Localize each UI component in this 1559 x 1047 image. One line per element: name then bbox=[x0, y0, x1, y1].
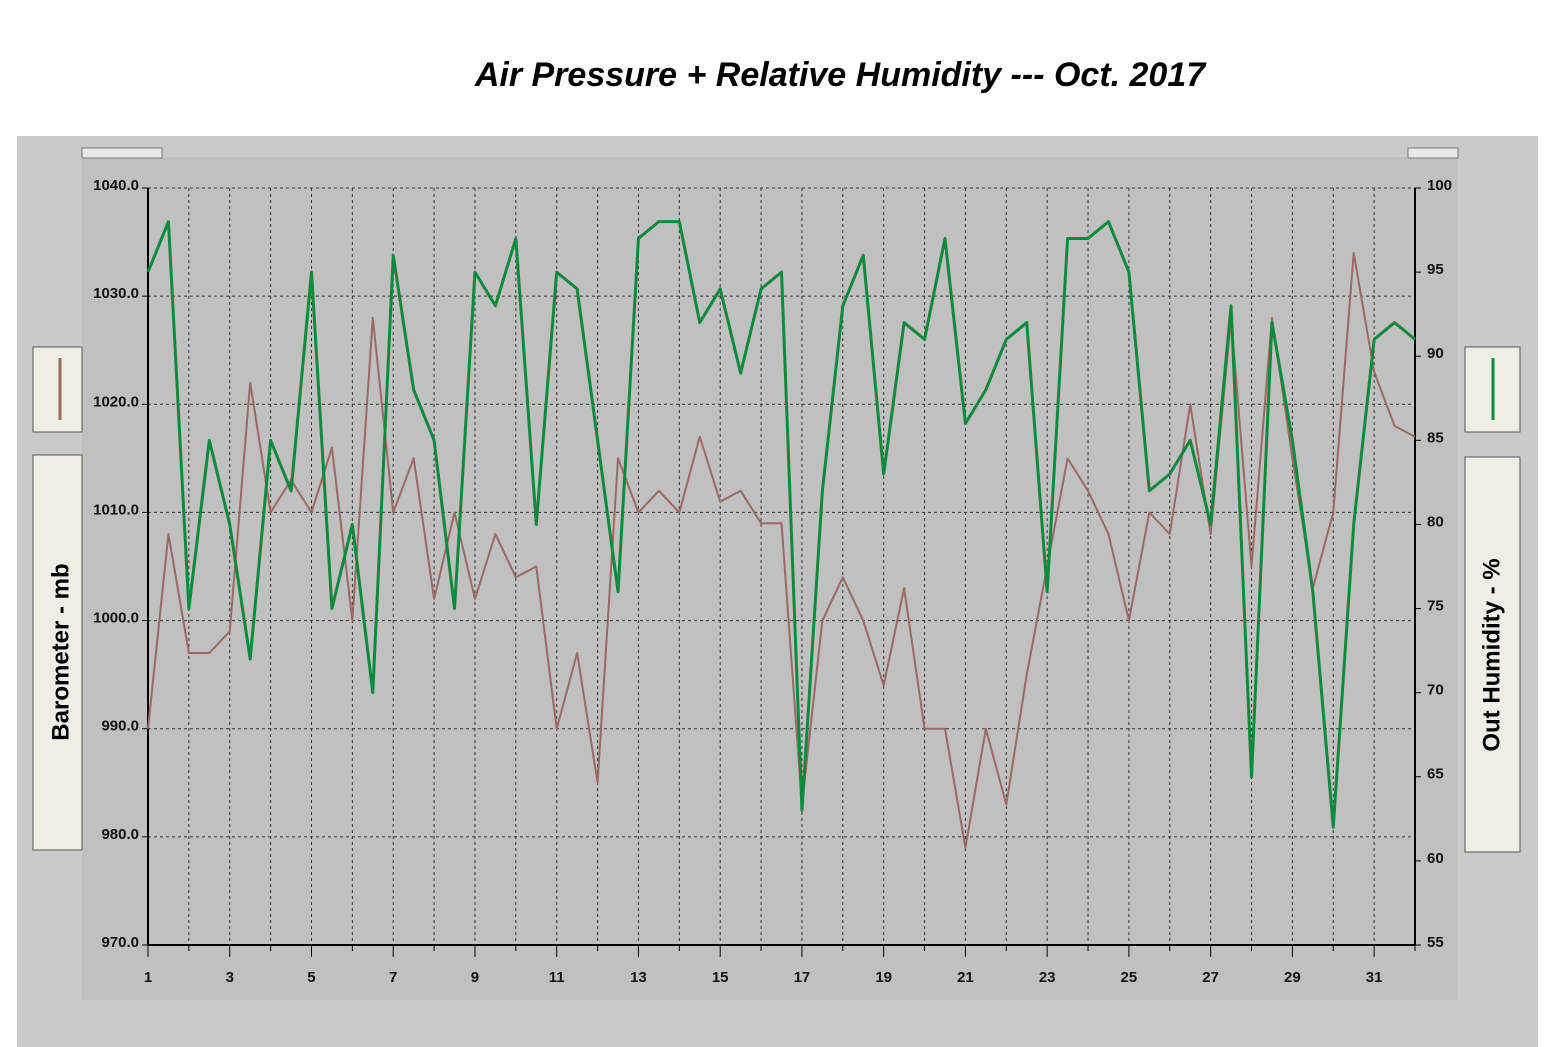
x-tick-label: 17 bbox=[794, 969, 811, 986]
y-tick-label: 1030.0 bbox=[93, 285, 139, 302]
y-tick-label: 970.0 bbox=[101, 934, 139, 951]
y2-tick-label: 55 bbox=[1427, 934, 1444, 951]
y2-tick-label: 80 bbox=[1427, 513, 1444, 530]
axis-label-box bbox=[1464, 456, 1521, 853]
y2-tick-label: 65 bbox=[1427, 766, 1444, 783]
x-tick-label: 21 bbox=[957, 969, 974, 986]
x-tick-label: 19 bbox=[875, 969, 892, 986]
y2-tick-label: 60 bbox=[1427, 850, 1444, 867]
y-tick-label: 1010.0 bbox=[93, 501, 139, 518]
y-tick-label: 990.0 bbox=[101, 718, 139, 735]
y-tick-label: 1040.0 bbox=[93, 177, 139, 194]
x-tick-label: 15 bbox=[712, 969, 729, 986]
y2-tick-label: 70 bbox=[1427, 682, 1444, 699]
y2-tick-label: 100 bbox=[1427, 177, 1452, 194]
y-tick-label: 1000.0 bbox=[93, 610, 139, 627]
frame-tab bbox=[81, 147, 163, 159]
x-tick-label: 23 bbox=[1039, 969, 1056, 986]
x-tick-label: 1 bbox=[144, 969, 152, 986]
chart-title: Air Pressure + Relative Humidity --- Oct… bbox=[474, 56, 1207, 94]
y-tick-label: 980.0 bbox=[101, 826, 139, 843]
x-tick-label: 3 bbox=[226, 969, 234, 986]
y2-axis-label: Out Humidity - % bbox=[1478, 558, 1505, 751]
x-tick-label: 7 bbox=[389, 969, 397, 986]
x-tick-label: 11 bbox=[549, 969, 565, 986]
legend-box bbox=[32, 346, 83, 433]
x-tick-label: 31 bbox=[1366, 969, 1383, 986]
y-axis-label: Barometer - mb bbox=[47, 563, 74, 740]
x-tick-label: 29 bbox=[1284, 969, 1301, 986]
y2-tick-label: 75 bbox=[1427, 598, 1444, 615]
y2-tick-label: 90 bbox=[1427, 345, 1444, 362]
x-tick-label: 27 bbox=[1202, 969, 1219, 986]
x-tick-label: 25 bbox=[1121, 969, 1138, 986]
x-tick-label: 9 bbox=[471, 969, 479, 986]
y2-tick-label: 95 bbox=[1427, 261, 1444, 278]
y2-tick-label: 85 bbox=[1427, 429, 1444, 446]
axis-label-box bbox=[32, 454, 83, 851]
series-line bbox=[146, 220, 1416, 829]
x-tick-label: 13 bbox=[630, 969, 647, 986]
y-tick-label: 1020.0 bbox=[93, 393, 139, 410]
x-tick-label: 5 bbox=[307, 969, 315, 986]
frame-tab bbox=[1407, 147, 1459, 159]
